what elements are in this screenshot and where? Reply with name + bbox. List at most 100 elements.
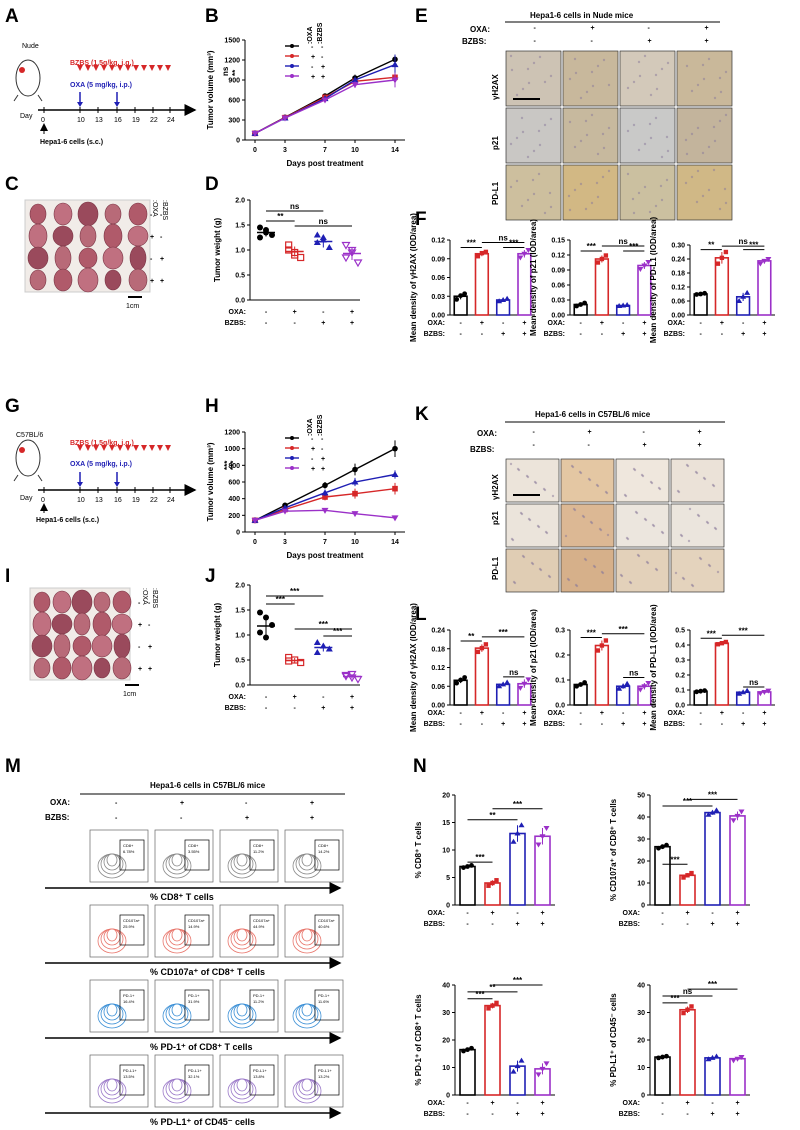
data-point [269,622,275,628]
ihc-nucleus [695,200,699,204]
ihc-sign-bzbs: - [591,38,594,45]
bzbs-arrow [125,445,131,451]
row-label-oxa: OXA: [229,694,247,701]
data-point [595,260,601,265]
ihc-nucleus [579,96,583,100]
ihc-image [562,107,619,164]
panel-label-i: I [5,566,10,587]
y-tick-label: 1500 [224,38,240,45]
panel-label-l: L [415,604,427,625]
ihc-nucleus [542,487,546,491]
ihc-nucleus [632,467,636,471]
data-point [713,1053,720,1059]
sign-bzbs: + [642,721,646,728]
ihc-nucleus [579,139,583,143]
photo-sign-oxa: - [138,644,141,651]
y-tick-label: 10 [442,1065,450,1072]
ihc-nucleus [572,507,576,511]
data-point [257,234,263,241]
flow-sign-oxa: + [310,800,314,807]
legend-oxa: :OXA [307,419,314,437]
ihc-nucleus [595,483,599,487]
data-point [715,642,721,647]
bar [704,1057,721,1096]
ihc-nucleus [585,133,589,137]
data-point [539,834,546,840]
flow-gate-label: CD8+ [318,843,329,848]
y-tick-label: 0.3 [555,628,565,635]
flow-gate-pct: 11.2% [253,999,264,1004]
data-point [719,641,725,646]
panel-label-f: F [415,209,427,230]
ihc-nucleus [548,191,552,195]
ihc-nucleus [655,87,659,91]
ihc-nucleus [716,570,720,574]
data-point [351,76,359,83]
data-point [734,1056,741,1062]
chart-N3: 0 10 20 30 40 % PD-1⁺ of CD8⁺ T cells OXA: BZBS… [414,976,555,1118]
ihc-nucleus [665,135,669,139]
tumor [128,202,148,226]
sign-bzbs: - [601,331,604,338]
row-label-oxa: OXA: [623,910,641,917]
chart-J: 0.0 0.5 1.0 1.5 2.0 Tumor weight (g) OXA: BZBS:… [213,583,363,712]
bar [679,874,696,906]
y-tick-label: 0.12 [671,285,685,292]
series-line [254,76,396,134]
ihc-nucleus [595,181,599,185]
chart-L3: 0.0 0.1 0.2 0.3 0.4 0.5 Mean density of PD-L1 … [649,604,775,731]
sign-bzbs: - [661,921,664,928]
bar [509,832,526,906]
bar [714,257,730,316]
ihc-nucleus [684,181,688,185]
sig-label: *** [229,460,238,470]
sign-oxa: - [622,320,625,327]
ihc-nucleus [637,148,641,152]
ihc-nucleus [648,122,652,126]
data-point [620,683,627,689]
e-row-yh2ax: γH2AX [491,74,500,100]
data-point [494,878,499,883]
bar [459,1048,476,1096]
sign-oxa: - [322,694,325,701]
panel-label-d: D [205,174,219,195]
flow-contour [106,853,118,867]
ihc-nucleus [712,168,716,172]
data-point [391,515,399,522]
k-row-yh2ax: γH2AX [491,474,500,500]
data-point [490,1003,495,1008]
photo-sign-bzbs: + [148,666,152,673]
row-label-bzbs: BZBS: [424,331,445,338]
k-bzbs-label: BZBS: [470,445,494,454]
ihc-image [562,164,619,221]
chart-N4: 0 10 20 30 40 % PD-L1⁺ of CD45⁻ cells OXA: BZBS… [609,980,750,1118]
data-point [391,471,399,477]
y-tick-label: 1200 [224,58,240,65]
ihc-nucleus [674,571,678,575]
legend-sign-bzbs: - [321,436,324,443]
sign-oxa: + [293,694,297,701]
y-tick-label: 50 [637,793,645,800]
ihc-nucleus [601,175,605,179]
panel-label-b: B [205,6,219,27]
sign-oxa: - [459,710,462,717]
ihc-nucleus [538,55,542,59]
mouse-icon-g [13,439,43,482]
sign-oxa: + [540,1100,544,1107]
tumor-photo-c: 1cm :OXA :BZBS - -+ -- ++ + [24,199,168,310]
data-point [479,645,485,651]
legend-sign-bzbs: + [321,456,325,463]
bzbs-arrow [117,445,123,451]
chart-L1: 0.00 0.06 0.12 0.18 0.24 Mean density of γH2A… [409,603,535,732]
data-point [730,818,737,824]
y-tick-label: 0.00 [671,313,685,320]
ihc-nucleus [628,580,632,584]
sig-label: ** [231,69,240,76]
ihc-nucleus [651,523,655,527]
data-point [521,251,528,257]
sign-bzbs: - [661,1111,664,1118]
sig-label: *** [749,241,759,250]
flow-sign-oxa: + [180,800,184,807]
tumor [103,223,123,249]
ihc-nucleus [590,70,594,74]
